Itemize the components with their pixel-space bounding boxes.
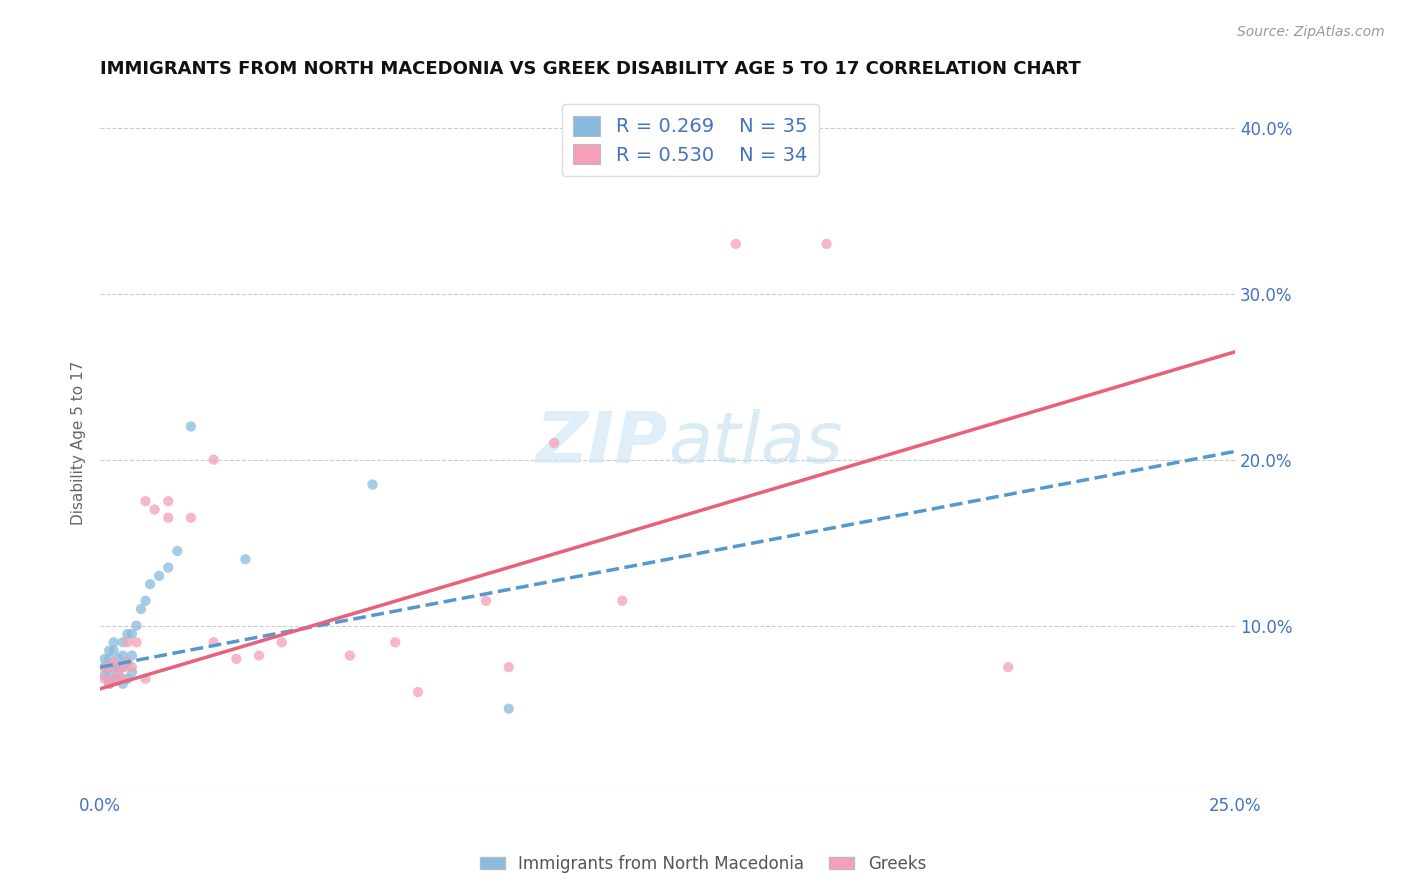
Text: atlas: atlas: [668, 409, 842, 477]
Point: [111, 672, 134, 686]
Point: [724, 236, 747, 251]
Point: [247, 648, 270, 663]
Point: [103, 672, 125, 686]
Y-axis label: Disability Age 5 to 17: Disability Age 5 to 17: [72, 361, 86, 525]
Point: [135, 594, 157, 608]
Point: [180, 510, 202, 524]
Point: [117, 655, 139, 669]
Text: ZIP: ZIP: [536, 409, 668, 477]
Point: [157, 510, 180, 524]
Point: [98, 668, 121, 682]
Point: [202, 635, 225, 649]
Point: [98, 643, 121, 657]
Point: [339, 648, 361, 663]
Point: [997, 660, 1019, 674]
Point: [129, 602, 152, 616]
Point: [125, 635, 148, 649]
Point: [815, 236, 838, 251]
Point: [111, 635, 134, 649]
Point: [107, 660, 129, 674]
Point: [111, 660, 134, 674]
Point: [202, 452, 225, 467]
Point: [93, 672, 115, 686]
Point: [121, 627, 143, 641]
Point: [98, 677, 121, 691]
Point: [117, 655, 139, 669]
Point: [543, 436, 565, 450]
Point: [498, 701, 520, 715]
Point: [103, 655, 125, 669]
Point: [98, 677, 121, 691]
Point: [361, 477, 384, 491]
Point: [498, 660, 520, 674]
Point: [93, 668, 115, 682]
Text: Source: ZipAtlas.com: Source: ZipAtlas.com: [1237, 25, 1385, 39]
Point: [270, 635, 292, 649]
Point: [111, 648, 134, 663]
Point: [117, 635, 139, 649]
Point: [135, 494, 157, 508]
Point: [157, 560, 180, 574]
Point: [107, 665, 129, 680]
Point: [143, 502, 166, 516]
Point: [139, 577, 162, 591]
Point: [103, 660, 125, 674]
Point: [157, 494, 180, 508]
Point: [107, 652, 129, 666]
Point: [125, 618, 148, 632]
Point: [98, 660, 121, 674]
Legend: R = 0.269    N = 35, R = 0.530    N = 34: R = 0.269 N = 35, R = 0.530 N = 34: [561, 104, 820, 177]
Legend: Immigrants from North Macedonia, Greeks: Immigrants from North Macedonia, Greeks: [474, 848, 932, 880]
Point: [121, 665, 143, 680]
Point: [93, 660, 115, 674]
Point: [117, 627, 139, 641]
Point: [225, 652, 247, 666]
Point: [103, 635, 125, 649]
Point: [121, 660, 143, 674]
Point: [93, 652, 115, 666]
Point: [406, 685, 429, 699]
Point: [111, 660, 134, 674]
Point: [135, 672, 157, 686]
Point: [612, 594, 634, 608]
Point: [121, 648, 143, 663]
Point: [235, 552, 257, 566]
Point: [384, 635, 406, 649]
Text: IMMIGRANTS FROM NORTH MACEDONIA VS GREEK DISABILITY AGE 5 TO 17 CORRELATION CHAR: IMMIGRANTS FROM NORTH MACEDONIA VS GREEK…: [100, 60, 1081, 78]
Point: [166, 544, 188, 558]
Point: [475, 594, 498, 608]
Point: [98, 652, 121, 666]
Point: [117, 672, 139, 686]
Point: [103, 672, 125, 686]
Point: [107, 668, 129, 682]
Point: [103, 643, 125, 657]
Point: [93, 660, 115, 674]
Point: [111, 677, 134, 691]
Point: [180, 419, 202, 434]
Point: [148, 569, 170, 583]
